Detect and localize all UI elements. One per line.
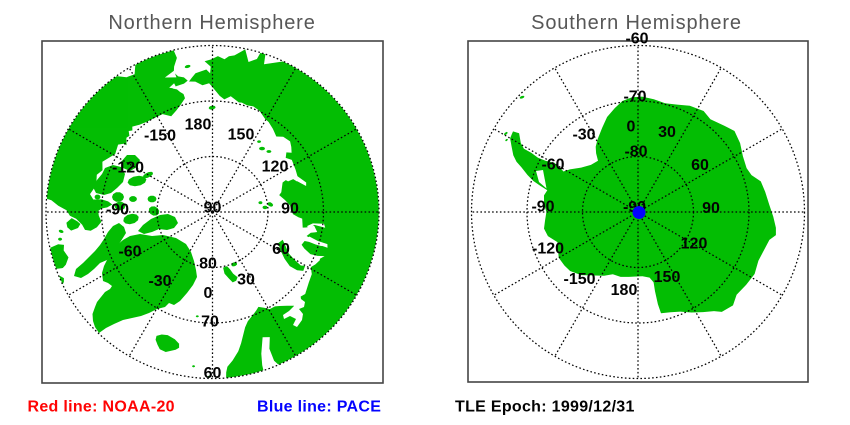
svg-text:Northern Hemisphere: Northern Hemisphere [108, 12, 315, 34]
svg-text:-60: -60 [625, 31, 648, 48]
svg-text:-60: -60 [118, 244, 141, 261]
svg-text:90: 90 [281, 201, 299, 218]
svg-text:TLE Epoch: 1999/12/31: TLE Epoch: 1999/12/31 [455, 399, 635, 416]
svg-text:90: 90 [702, 200, 720, 217]
svg-text:-120: -120 [532, 241, 564, 258]
svg-text:Blue line: PACE: Blue line: PACE [257, 399, 381, 416]
svg-text:-60: -60 [541, 157, 564, 174]
svg-text:-80: -80 [624, 144, 647, 161]
svg-text:150: 150 [654, 269, 681, 286]
svg-text:-70: -70 [623, 89, 646, 106]
svg-text:-30: -30 [148, 273, 171, 290]
svg-text:Southern Hemisphere: Southern Hemisphere [531, 12, 742, 34]
svg-text:70: 70 [201, 314, 219, 331]
svg-text:90: 90 [204, 200, 222, 217]
svg-text:-90: -90 [531, 199, 554, 216]
svg-text:-150: -150 [144, 128, 176, 145]
svg-text:0: 0 [627, 119, 636, 136]
svg-text:30: 30 [658, 124, 676, 141]
svg-text:180: 180 [185, 117, 212, 134]
svg-text:30: 30 [237, 272, 255, 289]
svg-text:60: 60 [204, 365, 222, 382]
svg-text:60: 60 [691, 157, 709, 174]
svg-text:80: 80 [199, 256, 217, 273]
svg-text:150: 150 [228, 127, 255, 144]
svg-text:-90: -90 [106, 202, 129, 219]
svg-text:-120: -120 [112, 160, 144, 177]
svg-text:0: 0 [204, 285, 213, 302]
svg-text:-150: -150 [563, 271, 595, 288]
svg-text:120: 120 [262, 159, 289, 176]
svg-text:120: 120 [681, 236, 708, 253]
svg-text:Red line: NOAA-20: Red line: NOAA-20 [28, 399, 175, 416]
svg-text:-30: -30 [572, 127, 595, 144]
svg-text:60: 60 [272, 241, 290, 258]
svg-text:180: 180 [611, 282, 638, 299]
